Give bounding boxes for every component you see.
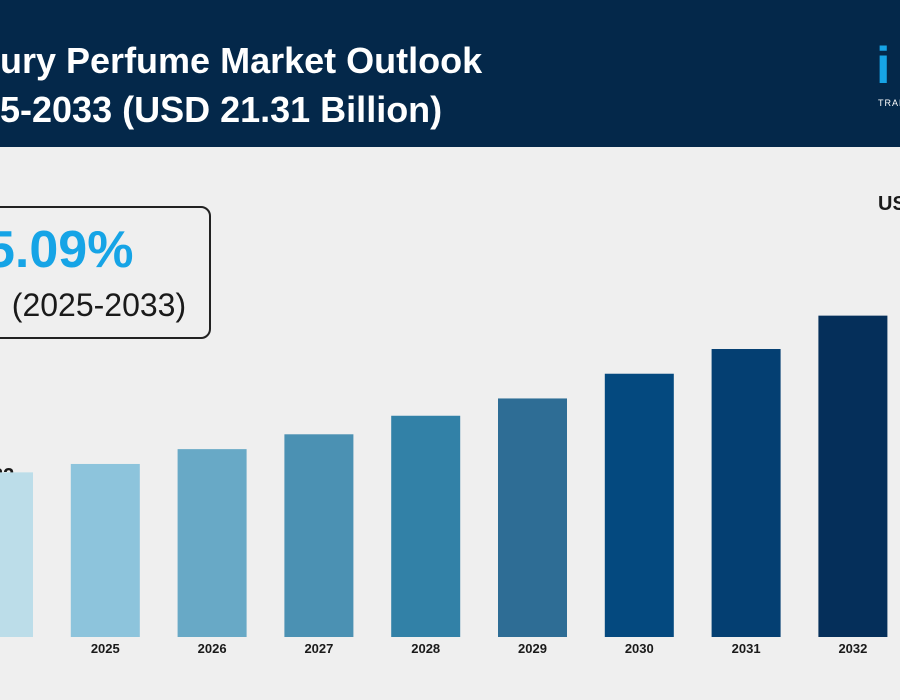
logo-subtext: TRAN xyxy=(878,98,900,108)
x-tick-label: 2032 xyxy=(838,641,867,656)
bar-2028 xyxy=(391,415,461,637)
chart-title-line2: 5-2033 (USD 21.31 Billion) xyxy=(0,89,443,130)
bar-2029 xyxy=(498,398,567,637)
x-tick-label: 2029 xyxy=(518,641,547,656)
bar-2027 xyxy=(284,434,354,637)
bar-2024 xyxy=(0,472,33,637)
x-tick-label: 2027 xyxy=(304,641,333,656)
end-value-label: US xyxy=(878,193,900,215)
cagr-value: 5.09% xyxy=(0,221,134,279)
x-tick-label: 2031 xyxy=(732,641,761,656)
brand-logo: i TRAN xyxy=(876,37,900,108)
bar-2030 xyxy=(604,373,674,637)
bar-2032 xyxy=(818,315,888,637)
cagr-period: . (2025-2033) xyxy=(0,287,187,323)
cagr-box xyxy=(0,206,211,339)
chart-title-line1: ury Perfume Market Outlook xyxy=(0,40,483,81)
x-tick-label: 2026 xyxy=(198,641,227,656)
x-tick-label: 2025 xyxy=(91,641,120,656)
x-tick-label: 2028 xyxy=(411,641,440,656)
logo-mark: i xyxy=(876,37,891,95)
bar-2031 xyxy=(711,349,781,637)
header-banner: ury Perfume Market Outlook 5-2033 (USD 2… xyxy=(0,0,900,147)
bar-2025 xyxy=(70,463,140,637)
x-tick-label: 2030 xyxy=(625,641,654,656)
bar-2026 xyxy=(177,449,247,637)
